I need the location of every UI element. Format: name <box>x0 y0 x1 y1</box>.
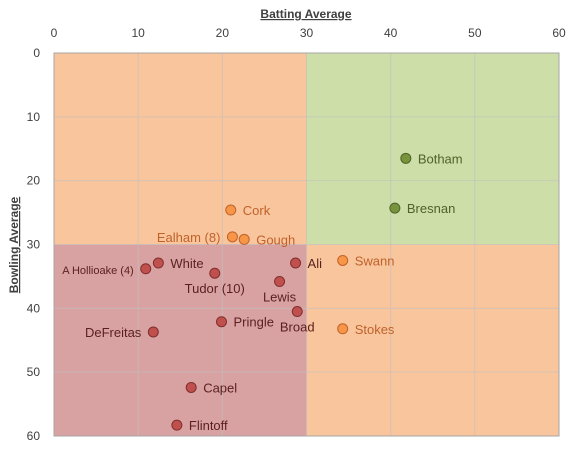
x-tick-label: 50 <box>468 26 482 40</box>
data-point <box>215 316 227 328</box>
data-point <box>171 419 183 431</box>
quadrant-bottom-left <box>54 244 307 436</box>
point-label: Ealham (8) <box>157 230 221 245</box>
point-label: Cork <box>243 203 271 218</box>
x-tick-label: 40 <box>384 26 398 40</box>
point-label: Stokes <box>355 322 395 337</box>
y-tick-label: 50 <box>27 365 41 379</box>
y-tick-label: 10 <box>27 110 41 124</box>
point-label: White <box>170 256 203 271</box>
point-label: Bresnan <box>407 201 455 216</box>
data-point <box>140 263 152 275</box>
point-label: Ali <box>308 256 323 271</box>
grid-lines <box>53 52 560 437</box>
y-axis-title: Bowling Average <box>7 196 21 293</box>
y-tick-label: 40 <box>27 301 41 315</box>
data-point <box>238 233 250 245</box>
data-points <box>140 152 412 431</box>
point-label: Tudor (10) <box>185 281 245 296</box>
quadrant-backgrounds <box>54 53 559 436</box>
data-point <box>290 257 302 269</box>
point-label: Lewis <box>263 290 297 305</box>
point-label: DeFreitas <box>85 325 142 340</box>
quadrant-bottom-right <box>306 244 559 436</box>
data-point <box>337 323 349 335</box>
data-point <box>152 257 164 269</box>
data-point <box>274 276 286 288</box>
data-point <box>225 204 237 216</box>
point-labels: Botham Bresnan Cork Ealham (8) Gough Swann Sto… <box>62 151 462 433</box>
point-label: Botham <box>418 151 463 166</box>
y-tick-label: 20 <box>27 174 41 188</box>
data-point <box>337 254 349 266</box>
point-label: Flintoff <box>189 418 228 433</box>
y-tick-label: 30 <box>27 238 41 252</box>
data-point <box>185 381 197 393</box>
point-label: A Hollioake (4) <box>62 265 134 277</box>
y-tick-label: 60 <box>27 429 41 443</box>
data-point <box>147 326 159 338</box>
data-point <box>291 306 303 318</box>
data-point <box>400 152 412 164</box>
point-label: Swann <box>355 253 395 268</box>
data-point <box>389 202 401 214</box>
quadrant-top-left <box>54 53 307 245</box>
x-tick-label: 0 <box>51 26 58 40</box>
x-tick-label: 10 <box>131 26 145 40</box>
point-label: Gough <box>256 232 295 247</box>
x-tick-label: 20 <box>216 26 230 40</box>
y-axis-ticks: 0 10 20 30 40 50 60 <box>27 46 41 443</box>
x-tick-label: 60 <box>552 26 566 40</box>
x-axis-title: Batting Average <box>260 7 351 21</box>
x-tick-label: 30 <box>300 26 314 40</box>
data-point <box>209 267 221 279</box>
y-tick-label: 0 <box>33 46 40 60</box>
point-label: Pringle <box>233 315 273 330</box>
point-label: Broad <box>280 320 315 335</box>
quadrant-top-right <box>306 53 559 245</box>
plot-border <box>53 52 560 437</box>
data-point <box>226 231 238 243</box>
x-axis-ticks: 0 10 20 30 40 50 60 <box>51 26 566 40</box>
point-label: Capel <box>203 380 237 395</box>
